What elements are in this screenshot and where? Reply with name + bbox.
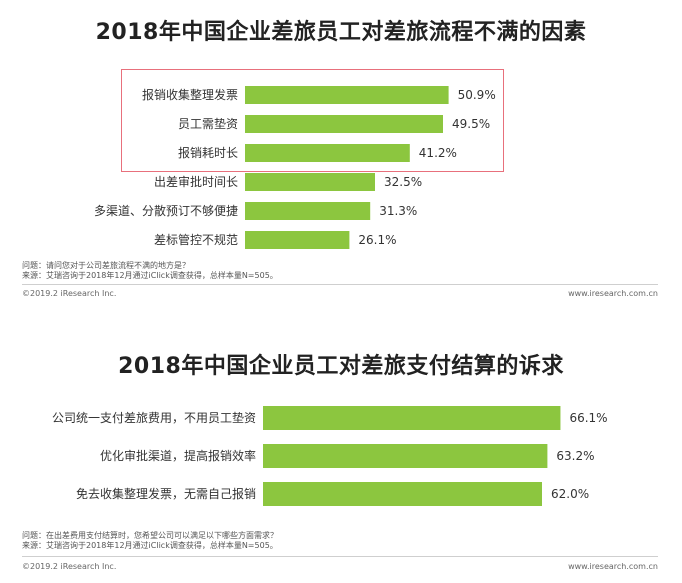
dissatisfaction-category-label: 报销收集整理发票 [142,87,238,102]
payment-bar [263,406,561,430]
chart-title: 2018年中国企业员工对差旅支付结算的诉求 [118,354,564,379]
dissatisfaction-value-label: 31.3% [379,204,417,218]
dissatisfaction-category-label: 出差审批时间长 [154,174,238,189]
payment-bar [263,444,548,468]
chart-title: 2018年中国企业差旅员工对差旅流程不满的因素 [95,20,587,45]
dissatisfaction-bar [245,202,371,220]
dissatisfaction-value-label: 32.5% [384,175,422,189]
website-text: www.iresearch.com.cn [568,562,658,571]
source-note: 来源：艾瑞咨询于2018年12月通过iClick调查获得，总样本量N=505。 [22,271,278,280]
question-note: 问题：请问您对于公司差旅流程不满的地方是？ [22,261,190,270]
copyright-text: ©2019.2 iResearch Inc. [22,562,117,571]
payment-value-label: 63.2% [556,449,594,463]
dissatisfaction-value-label: 41.2% [419,146,457,160]
dissatisfaction-value-label: 26.1% [358,233,396,247]
dissatisfaction-bar [245,115,443,133]
chart-panel-dissatisfaction: 2018年中国企业差旅员工对差旅流程不满的因素 报销收集整理发票 50.9% 员工需… [22,20,658,298]
dissatisfaction-bar [245,231,350,249]
copyright-text: ©2019.2 iResearch Inc. [22,289,117,298]
payment-category-label: 免去收集整理发票，无需自己报销 [76,486,256,501]
dissatisfaction-bar [245,173,375,191]
payment-value-label: 66.1% [569,411,607,425]
dissatisfaction-category-label: 多渠道、分散预订不够便捷 [94,203,238,218]
highlight-box [121,69,504,172]
payment-category-label: 公司统一支付差旅费用，不用员工垫资 [52,410,256,425]
payment-bar [263,482,542,506]
bar-chart-dissatisfaction: 报销收集整理发票 50.9% 员工需垫资 49.5% 报销耗时长 41.2% 出差审批时间长… [94,86,496,249]
dissatisfaction-bar [245,86,449,104]
payment-category-label: 优化审批渠道，提高报销效率 [100,448,256,463]
source-note: 来源：艾瑞咨询于2018年12月通过iClick调查获得，总样本量N=505。 [22,541,278,550]
dissatisfaction-category-label: 差标管控不规范 [154,232,238,247]
dissatisfaction-category-label: 报销耗时长 [178,145,238,160]
divider [22,284,658,285]
dissatisfaction-value-label: 49.5% [452,117,490,131]
website-text: www.iresearch.com.cn [568,289,658,298]
dissatisfaction-bar [245,144,410,162]
chart-panel-payment-demands: 2018年中国企业员工对差旅支付结算的诉求 公司统一支付差旅费用，不用员工垫资 6… [0,336,682,583]
divider [22,556,658,557]
payment-value-label: 62.0% [551,487,589,501]
question-note: 问题：在出差费用支付结算时，您希望公司可以满足以下哪些方面需求？ [22,531,278,540]
dissatisfaction-category-label: 员工需垫资 [178,116,238,131]
dissatisfaction-value-label: 50.9% [458,88,496,102]
bar-chart-payment-demands: 公司统一支付差旅费用，不用员工垫资 66.1% 优化审批渠道，提高报销效率 63.2%… [52,406,608,506]
